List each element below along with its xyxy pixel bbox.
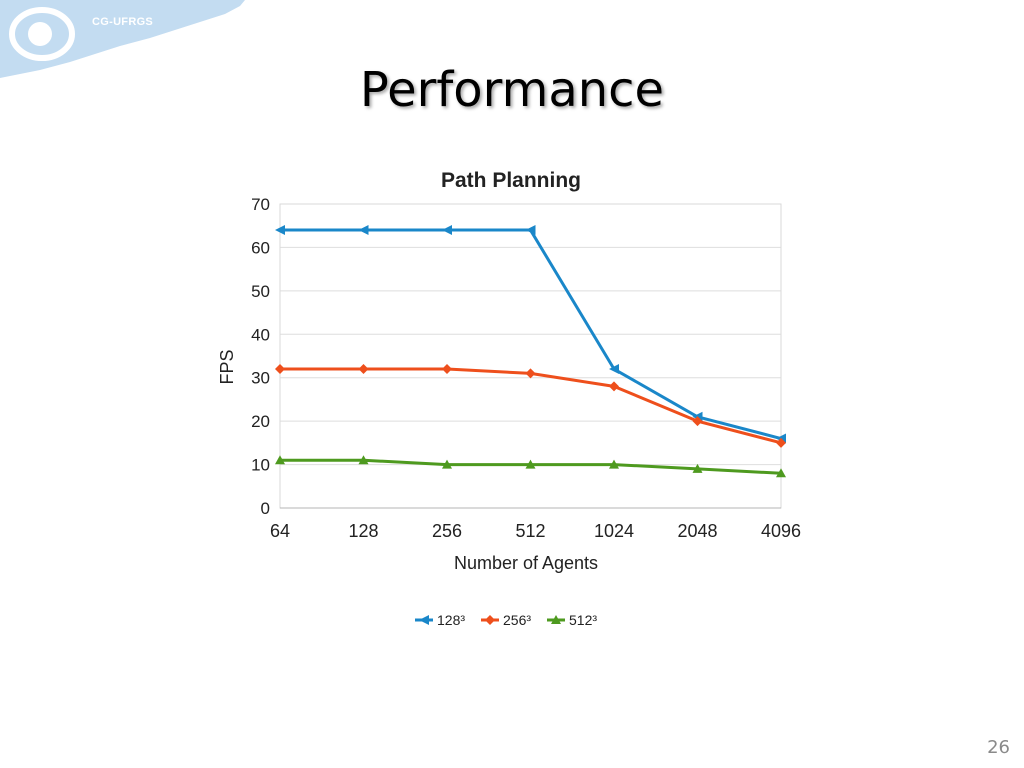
- x-tick-label: 4096: [761, 521, 801, 541]
- data-point: [525, 368, 536, 379]
- data-point: [358, 455, 369, 465]
- data-point: [525, 225, 536, 236]
- slide-title: Performance: [359, 62, 665, 118]
- grid-lines: [280, 203, 781, 466]
- chart-title: Path Planning: [441, 169, 581, 192]
- x-tick-label: 2048: [677, 521, 717, 541]
- data-point: [692, 463, 703, 473]
- data-point: [442, 459, 452, 469]
- data-point: [776, 468, 786, 478]
- legend-swatch-marker: [419, 615, 429, 625]
- y-tick-label: 50: [251, 282, 270, 301]
- legend-swatch-marker: [485, 615, 495, 625]
- legend-label: 512³: [569, 612, 597, 628]
- y-tick-label: 60: [251, 238, 270, 257]
- x-tick-label: 256: [432, 521, 462, 541]
- y-tick-label: 20: [251, 412, 270, 431]
- data-point: [358, 364, 369, 375]
- legend-item-0: 128³: [415, 612, 465, 628]
- data-point: [609, 364, 619, 375]
- page-number: 26: [987, 737, 1010, 758]
- x-tick-label: 1024: [594, 521, 634, 541]
- y-tick-label: 10: [251, 456, 270, 475]
- cg-ufrgs-logo: [0, 0, 245, 78]
- x-tick-labels: 64 128 256 512 1024 2048 4096: [270, 521, 801, 541]
- data-point: [275, 225, 285, 236]
- logo-text: CG-UFRGS: [92, 16, 154, 28]
- x-tick-label: 128: [348, 521, 378, 541]
- data-point: [609, 459, 619, 469]
- legend: 128³ 256³ 512³: [415, 612, 597, 628]
- legend-label: 128³: [437, 612, 465, 628]
- series-1: [275, 364, 786, 448]
- series-2: [275, 455, 786, 478]
- y-tick-labels: 0 10 20 30 40 50 60 70: [251, 195, 270, 518]
- y-axis-label: FPS: [217, 349, 237, 384]
- legend-item-1: 256³: [481, 612, 531, 628]
- series-line: [280, 367, 782, 445]
- legend-item-2: 512³: [547, 612, 597, 628]
- data-point: [442, 225, 452, 236]
- y-tick-label: 70: [251, 195, 270, 214]
- legend-label: 256³: [503, 612, 531, 628]
- data-point: [525, 459, 536, 469]
- axes: [279, 203, 782, 509]
- x-axis-label: Number of Agents: [454, 553, 598, 573]
- y-tick-label: 30: [251, 369, 270, 388]
- x-tick-label: 512: [515, 521, 545, 541]
- y-tick-label: 0: [261, 499, 270, 518]
- data-point: [275, 364, 285, 375]
- legend-swatch-marker: [551, 615, 561, 624]
- series-lines: [275, 225, 786, 478]
- data-point: [358, 225, 369, 236]
- y-tick-label: 40: [251, 325, 270, 344]
- data-point: [442, 364, 452, 375]
- x-tick-label: 64: [270, 521, 290, 541]
- data-point: [692, 416, 703, 427]
- data-point: [609, 381, 619, 392]
- data-point: [275, 455, 285, 465]
- data-point: [776, 437, 786, 448]
